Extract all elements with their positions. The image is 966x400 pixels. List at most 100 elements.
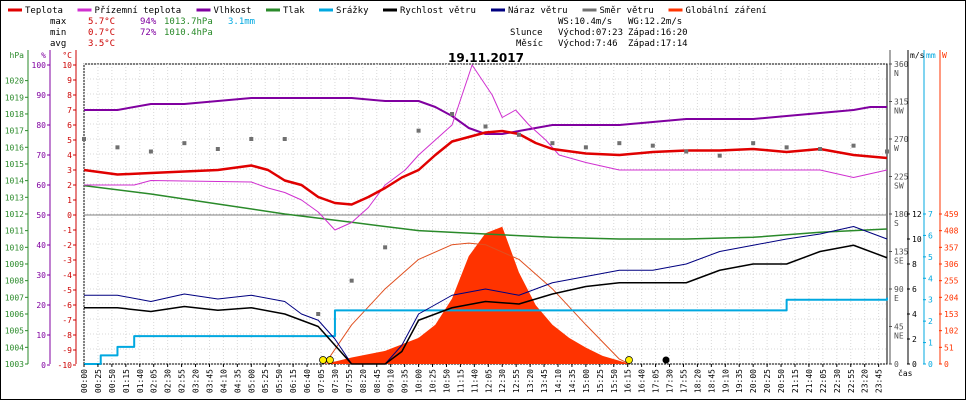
degc-axis-tick: 9 — [67, 76, 72, 85]
wind-dir-point — [550, 141, 555, 146]
legend-entry: Tlak — [283, 6, 305, 16]
x-tick-label: 16:40 — [638, 369, 647, 393]
wind-dir-point — [82, 137, 86, 141]
dir-axis-dir-label: S — [894, 219, 899, 228]
x-tick-label: 15:25 — [596, 369, 605, 393]
wind-dir-point — [316, 312, 321, 316]
dir-axis-tick: 360 — [894, 60, 909, 69]
hpa-axis-tick: 1006 — [5, 310, 24, 319]
x-tick-label: 22:05 — [819, 369, 828, 393]
x-tick-label: 23:20 — [861, 369, 870, 393]
mm-axis-tick: 7 — [928, 210, 933, 219]
x-tick-label: 15:50 — [610, 369, 619, 393]
ms-axis-tick: 4 — [912, 310, 917, 319]
x-tick-label: 19:35 — [735, 369, 744, 393]
x-tick-label: 10:25 — [429, 369, 438, 393]
legend-entry: Teplota — [25, 6, 63, 16]
legend-entry: Směr větru — [600, 6, 654, 16]
degc-axis-tick: -8 — [62, 331, 72, 340]
info-moonset: Západ:17:14 — [628, 39, 688, 49]
wind-dir-point — [349, 278, 354, 283]
dir-axis-dir-label: NE — [894, 332, 904, 341]
x-tick-label: 04:35 — [233, 369, 242, 393]
ground-temp-line — [84, 64, 888, 231]
wm2-axis-tick: 357 — [944, 243, 959, 252]
legend-entry: Vlhkost — [214, 6, 252, 16]
x-tick-label: 10:00 — [415, 369, 424, 393]
degc-axis-tick: -9 — [62, 346, 72, 355]
mm-axis-tick: 2 — [928, 317, 933, 326]
x-tick-label: 18:45 — [707, 369, 716, 393]
wind-dir-point — [282, 137, 287, 141]
dir-axis-tick: 45 — [894, 323, 904, 332]
x-tick-label: 02:30 — [164, 369, 173, 393]
dir-axis-dir-label: N — [894, 69, 899, 78]
info-sunrise: Východ:07:23 — [558, 28, 623, 38]
x-tick-label: 15:00 — [582, 369, 591, 393]
x-tick-label: 06:15 — [289, 369, 298, 393]
dir-axis-dir-label: NW — [894, 107, 904, 116]
wind-dir-point — [182, 141, 187, 146]
axes: 1020101910181017101610151014101310121011… — [5, 50, 959, 393]
dir-axis-tick: 0 — [894, 360, 899, 369]
gust-line — [84, 226, 888, 365]
dir-axis-tick: 135 — [894, 248, 909, 257]
info-sunset: Západ:16:20 — [628, 28, 688, 38]
legend-entry: Globální záření — [686, 6, 767, 16]
wm2-axis-tick: 255 — [944, 277, 959, 286]
x-tick-label: 04:10 — [219, 369, 228, 393]
ms-axis-tick: 6 — [912, 285, 917, 294]
degc-axis-tick: -5 — [62, 286, 72, 295]
x-tick-label: 06:40 — [303, 369, 312, 393]
rain-line — [84, 297, 888, 365]
ms-axis-tick: 8 — [912, 260, 917, 269]
dir-axis-dir-label: W — [894, 144, 899, 153]
degc-axis-tick: 1 — [67, 196, 72, 205]
ms-axis-tick: 10 — [912, 235, 922, 244]
x-tick-label: 08:45 — [373, 369, 382, 393]
x-tick-label: 22:30 — [833, 369, 842, 393]
wind-dir-point — [885, 149, 889, 154]
wind-dir-point — [617, 141, 622, 146]
x-tick-label: 12:05 — [484, 369, 493, 393]
x-tick-label: 13:45 — [540, 369, 549, 393]
hpa-axis-tick: 1013 — [5, 193, 24, 202]
wind-dir-point — [383, 245, 388, 250]
x-tick-label: 11:15 — [456, 369, 465, 393]
legend-entry: Náraz větru — [508, 6, 568, 16]
clear-sky-radiation-line — [324, 242, 630, 365]
wind-dir-point — [717, 153, 722, 158]
legend-entry: Rychlost větru — [400, 6, 476, 16]
info-sun-label: Slunce — [510, 28, 543, 38]
degc-axis-tick: -7 — [62, 316, 72, 325]
ms-axis-tick: 2 — [912, 335, 917, 344]
x-tick-label: 07:55 — [345, 369, 354, 393]
wind-dir-point — [450, 112, 455, 116]
mm-axis-tick: 0 — [928, 360, 933, 369]
stat-max-temp: 5.7°C — [88, 17, 115, 27]
mm-axis-tick: 3 — [928, 296, 933, 305]
wind-dir-point — [215, 147, 220, 151]
dir-axis-tick: 180 — [894, 210, 909, 219]
moonrise-marker — [326, 356, 334, 364]
dir-axis-tick: 90 — [894, 285, 904, 294]
radiation-area — [324, 226, 630, 364]
dir-axis-dir-label: SW — [894, 182, 904, 191]
x-tick-label: 03:20 — [192, 369, 201, 393]
wm2-axis-tick: 204 — [944, 293, 959, 302]
x-tick-label: 22:55 — [847, 369, 856, 393]
pct-axis-tick: 60 — [36, 181, 46, 190]
chart-title: 19.11.2017 — [448, 51, 524, 65]
stat-avg-label: avg — [50, 39, 66, 49]
x-tick-label: 02:55 — [178, 369, 187, 393]
sunset-marker — [625, 356, 633, 364]
hpa-axis-tick: 1008 — [5, 277, 24, 286]
hpa-axis-tick: 1018 — [5, 110, 24, 119]
degc-axis-tick: 6 — [67, 121, 72, 130]
x-tick-label: 09:35 — [401, 369, 410, 393]
wind-dir-point — [516, 132, 521, 137]
mm-axis-tick: 5 — [928, 253, 933, 262]
humidity-line — [84, 97, 887, 135]
pct-axis-tick: 20 — [36, 301, 46, 310]
